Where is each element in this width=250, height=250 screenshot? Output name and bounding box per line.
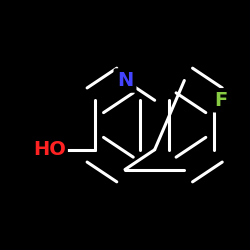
Text: N: N xyxy=(117,71,133,90)
Text: HO: HO xyxy=(33,140,66,159)
Text: F: F xyxy=(214,90,229,110)
Text: HO: HO xyxy=(28,140,66,160)
Text: F: F xyxy=(214,91,227,110)
Text: N: N xyxy=(116,70,134,90)
